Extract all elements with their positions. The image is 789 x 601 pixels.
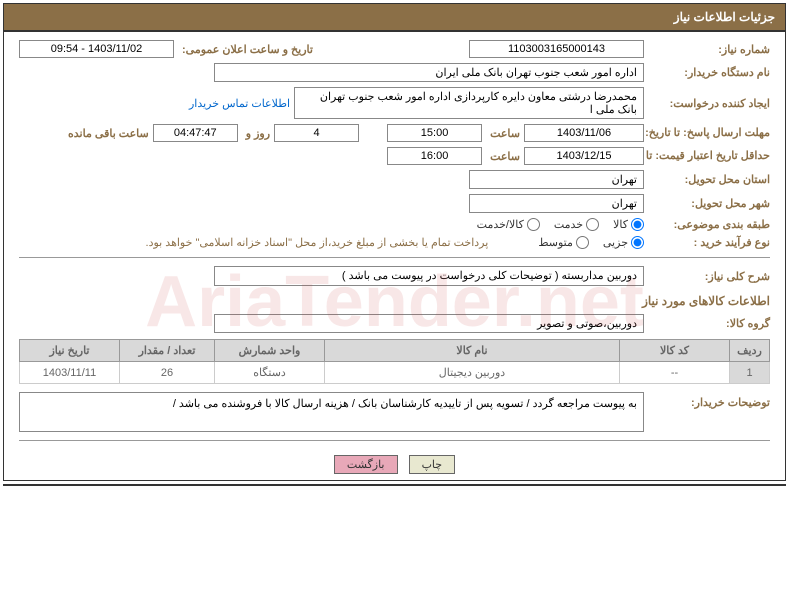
days-and-label: روز و — [246, 127, 270, 140]
row-requester: ایجاد کننده درخواست: محمدرضا درشتی معاون… — [19, 87, 770, 119]
deadline-time-label: ساعت — [490, 127, 520, 140]
th-unit: واحد شمارش — [215, 340, 325, 362]
divider-1 — [19, 257, 770, 258]
td-row: 1 — [730, 362, 770, 384]
remaining-label: ساعت باقی مانده — [68, 127, 149, 140]
button-row: چاپ بازگشت — [19, 449, 770, 474]
td-code: -- — [620, 362, 730, 384]
radio-goods-text: کالا — [613, 218, 628, 231]
row-validity: حداقل تاریخ اعتبار قیمت: تا تاریخ: 1403/… — [19, 147, 770, 165]
buyer-org-label: نام دستگاه خریدار: — [652, 66, 770, 79]
radio-small-text: جزیی — [603, 236, 628, 249]
th-code: کد کالا — [620, 340, 730, 362]
desc-label: شرح کلی نیاز: — [652, 266, 770, 283]
desc-value: دوربین مداربسته ( توضیحات کلی درخواست در… — [214, 266, 644, 286]
purchase-type-label: نوع فرآیند خرید : — [652, 236, 770, 249]
payment-note: پرداخت تمام یا بخشی از مبلغ خرید،از محل … — [146, 236, 489, 249]
goods-table: ردیف کد کالا نام کالا واحد شمارش تعداد /… — [19, 339, 770, 384]
purchase-type-radio-group: جزیی متوسط — [526, 236, 644, 249]
validity-time: 16:00 — [387, 147, 482, 165]
announce-value: 1403/11/02 - 09:54 — [19, 40, 174, 58]
print-button[interactable]: چاپ — [409, 455, 456, 474]
back-button[interactable]: بازگشت — [334, 455, 398, 474]
requester-value: محمدرضا درشتی معاون دایره کارپردازی ادار… — [294, 87, 644, 119]
city-value: تهران — [469, 194, 644, 213]
radio-small[interactable] — [631, 236, 644, 249]
validity-label: حداقل تاریخ اعتبار قیمت: تا تاریخ: — [652, 149, 770, 163]
city-label: شهر محل تحویل: — [652, 197, 770, 210]
panel-header: جزئیات اطلاعات نیاز — [3, 3, 786, 31]
need-number-label: شماره نیاز: — [652, 43, 770, 56]
radio-goods-label[interactable]: کالا — [613, 218, 644, 231]
row-purchase-type: نوع فرآیند خرید : جزیی متوسط پرداخت تمام… — [19, 236, 770, 249]
th-qty: تعداد / مقدار — [120, 340, 215, 362]
td-qty: 26 — [120, 362, 215, 384]
row-need-number: شماره نیاز: 1103003165000143 تاریخ و ساع… — [19, 40, 770, 58]
goods-info-title: اطلاعات کالاهای مورد نیاز — [19, 294, 770, 308]
deadline-label: مهلت ارسال پاسخ: تا تاریخ: — [652, 126, 770, 140]
radio-medium[interactable] — [576, 236, 589, 249]
radio-medium-label[interactable]: متوسط — [538, 236, 589, 249]
divider-2 — [19, 440, 770, 441]
row-city: شهر محل تحویل: تهران — [19, 194, 770, 213]
province-value: تهران — [469, 170, 644, 189]
row-province: استان محل تحویل: تهران — [19, 170, 770, 189]
radio-service-label[interactable]: خدمت — [554, 218, 599, 231]
radio-goods[interactable] — [631, 218, 644, 231]
countdown-value: 04:47:47 — [153, 124, 238, 142]
announce-label: تاریخ و ساعت اعلان عمومی: — [182, 43, 313, 56]
radio-small-label[interactable]: جزیی — [603, 236, 644, 249]
radio-goods-service[interactable] — [527, 218, 540, 231]
th-row: ردیف — [730, 340, 770, 362]
buyer-org-value: اداره امور شعب جنوب تهران بانک ملی ایران — [214, 63, 644, 82]
requester-label: ایجاد کننده درخواست: — [652, 97, 770, 110]
radio-goods-service-label[interactable]: کالا/خدمت — [477, 218, 540, 231]
td-unit: دستگاه — [215, 362, 325, 384]
th-date: تاریخ نیاز — [20, 340, 120, 362]
row-goods-group: گروه کالا: دوربین،صوتی و تصویر — [19, 314, 770, 333]
bottom-border — [3, 484, 786, 486]
td-name: دوربین دیجیتال — [325, 362, 620, 384]
row-description: شرح کلی نیاز: دوربین مداربسته ( توضیحات … — [19, 266, 770, 286]
province-label: استان محل تحویل: — [652, 173, 770, 186]
need-number-value: 1103003165000143 — [469, 40, 644, 58]
radio-goods-service-text: کالا/خدمت — [477, 218, 524, 231]
buyer-notes-label: توضیحات خریدار: — [652, 392, 770, 409]
row-deadline: مهلت ارسال پاسخ: تا تاریخ: 1403/11/06 سا… — [19, 124, 770, 142]
category-label: طبقه بندی موضوعی: — [652, 218, 770, 231]
goods-group-label: گروه کالا: — [652, 317, 770, 330]
th-name: نام کالا — [325, 340, 620, 362]
category-radio-group: کالا خدمت کالا/خدمت — [465, 218, 644, 231]
validity-time-label: ساعت — [490, 150, 520, 163]
main-panel: شماره نیاز: 1103003165000143 تاریخ و ساع… — [3, 31, 786, 481]
goods-group-value: دوربین،صوتی و تصویر — [214, 314, 644, 333]
deadline-time: 15:00 — [387, 124, 482, 142]
validity-date: 1403/12/15 — [524, 147, 644, 165]
radio-medium-text: متوسط — [538, 236, 573, 249]
table-header-row: ردیف کد کالا نام کالا واحد شمارش تعداد /… — [20, 340, 770, 362]
row-buyer-notes: توضیحات خریدار: به پیوست مراجعه گردد / ت… — [19, 392, 770, 432]
radio-service[interactable] — [586, 218, 599, 231]
deadline-date: 1403/11/06 — [524, 124, 644, 142]
row-buyer-org: نام دستگاه خریدار: اداره امور شعب جنوب ت… — [19, 63, 770, 82]
days-value: 4 — [274, 124, 359, 142]
table-row: 1--دوربین دیجیتالدستگاه261403/11/11 — [20, 362, 770, 384]
contact-link[interactable]: اطلاعات تماس خریدار — [189, 97, 290, 110]
buyer-notes-value: به پیوست مراجعه گردد / تسویه پس از تایید… — [19, 392, 644, 432]
row-category: طبقه بندی موضوعی: کالا خدمت کالا/خدمت — [19, 218, 770, 231]
radio-service-text: خدمت — [554, 218, 583, 231]
td-date: 1403/11/11 — [20, 362, 120, 384]
